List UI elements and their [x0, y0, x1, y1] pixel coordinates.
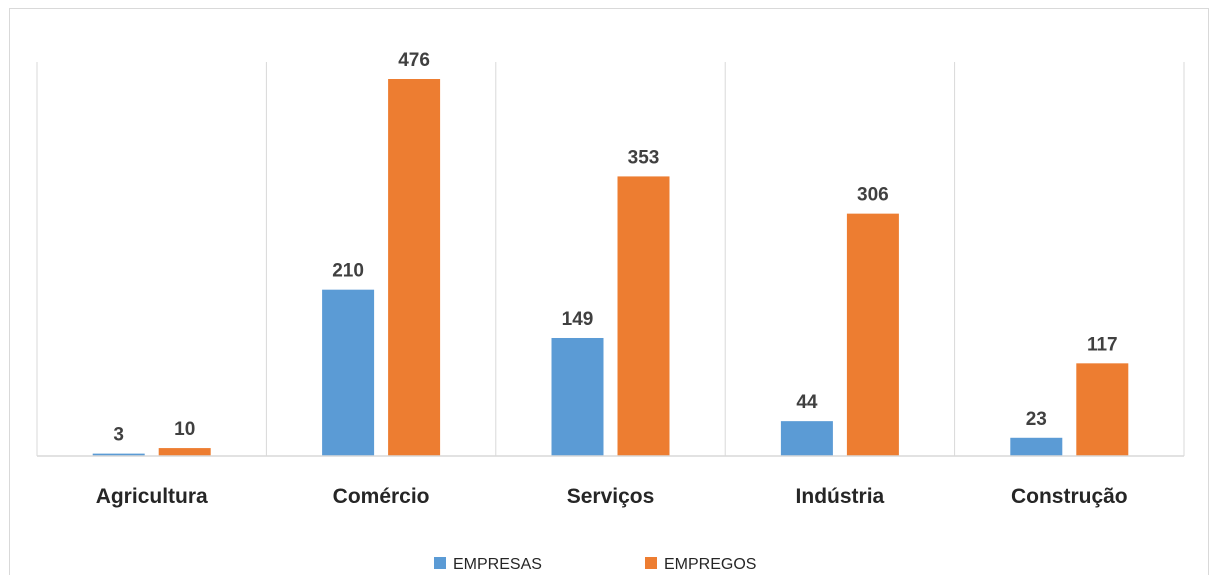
data-label-empresas-servicos: 149	[562, 309, 594, 330]
data-label-empresas-agricultura: 3	[113, 425, 124, 446]
category-separators	[36, 62, 1185, 456]
bar-empresas-comercio	[322, 289, 375, 456]
category-label-agricultura: Agricultura	[96, 485, 208, 508]
data-label-empregos-servicos: 353	[628, 147, 660, 168]
data-label-empresas-comercio: 210	[332, 261, 364, 282]
bar-empresas-servicos	[551, 337, 604, 456]
bar-empregos-agricultura	[158, 448, 211, 456]
bar-empresas-agricultura	[92, 453, 145, 456]
data-label-empregos-agricultura: 10	[174, 419, 195, 440]
legend-swatch-empresas	[434, 557, 446, 569]
data-label-empregos-comercio: 476	[398, 50, 430, 71]
data-label-empregos-industria: 306	[857, 185, 889, 206]
bar-empresas-industria	[780, 421, 833, 456]
legend: EMPRESAS EMPREGOS	[434, 556, 756, 573]
category-label-construcao: Construção	[1011, 485, 1128, 508]
bar-empregos-industria	[846, 213, 899, 456]
data-label-empresas-construcao: 23	[1026, 409, 1047, 430]
data-label-empresas-industria: 44	[796, 392, 818, 413]
bar-empregos-servicos	[617, 176, 670, 456]
bar-empregos-construcao	[1076, 363, 1129, 456]
bar-empresas-construcao	[1010, 437, 1063, 456]
category-labels: Agricultura Comércio Serviços Indústria Cons…	[96, 485, 1128, 508]
category-label-industria: Indústria	[796, 485, 885, 508]
chart-frame	[9, 8, 1209, 575]
data-label-empregos-construcao: 117	[1087, 334, 1118, 355]
legend-swatch-empregos	[645, 557, 657, 569]
data-labels: 3 10 210 476 149 353 44 306 23 117	[113, 50, 1117, 446]
legend-label-empregos: EMPREGOS	[664, 556, 756, 573]
bar-empregos-comercio	[388, 79, 441, 456]
bars	[92, 79, 1129, 456]
category-label-comercio: Comércio	[333, 485, 430, 508]
legend-label-empresas: EMPRESAS	[453, 556, 542, 573]
category-label-servicos: Serviços	[567, 485, 655, 508]
